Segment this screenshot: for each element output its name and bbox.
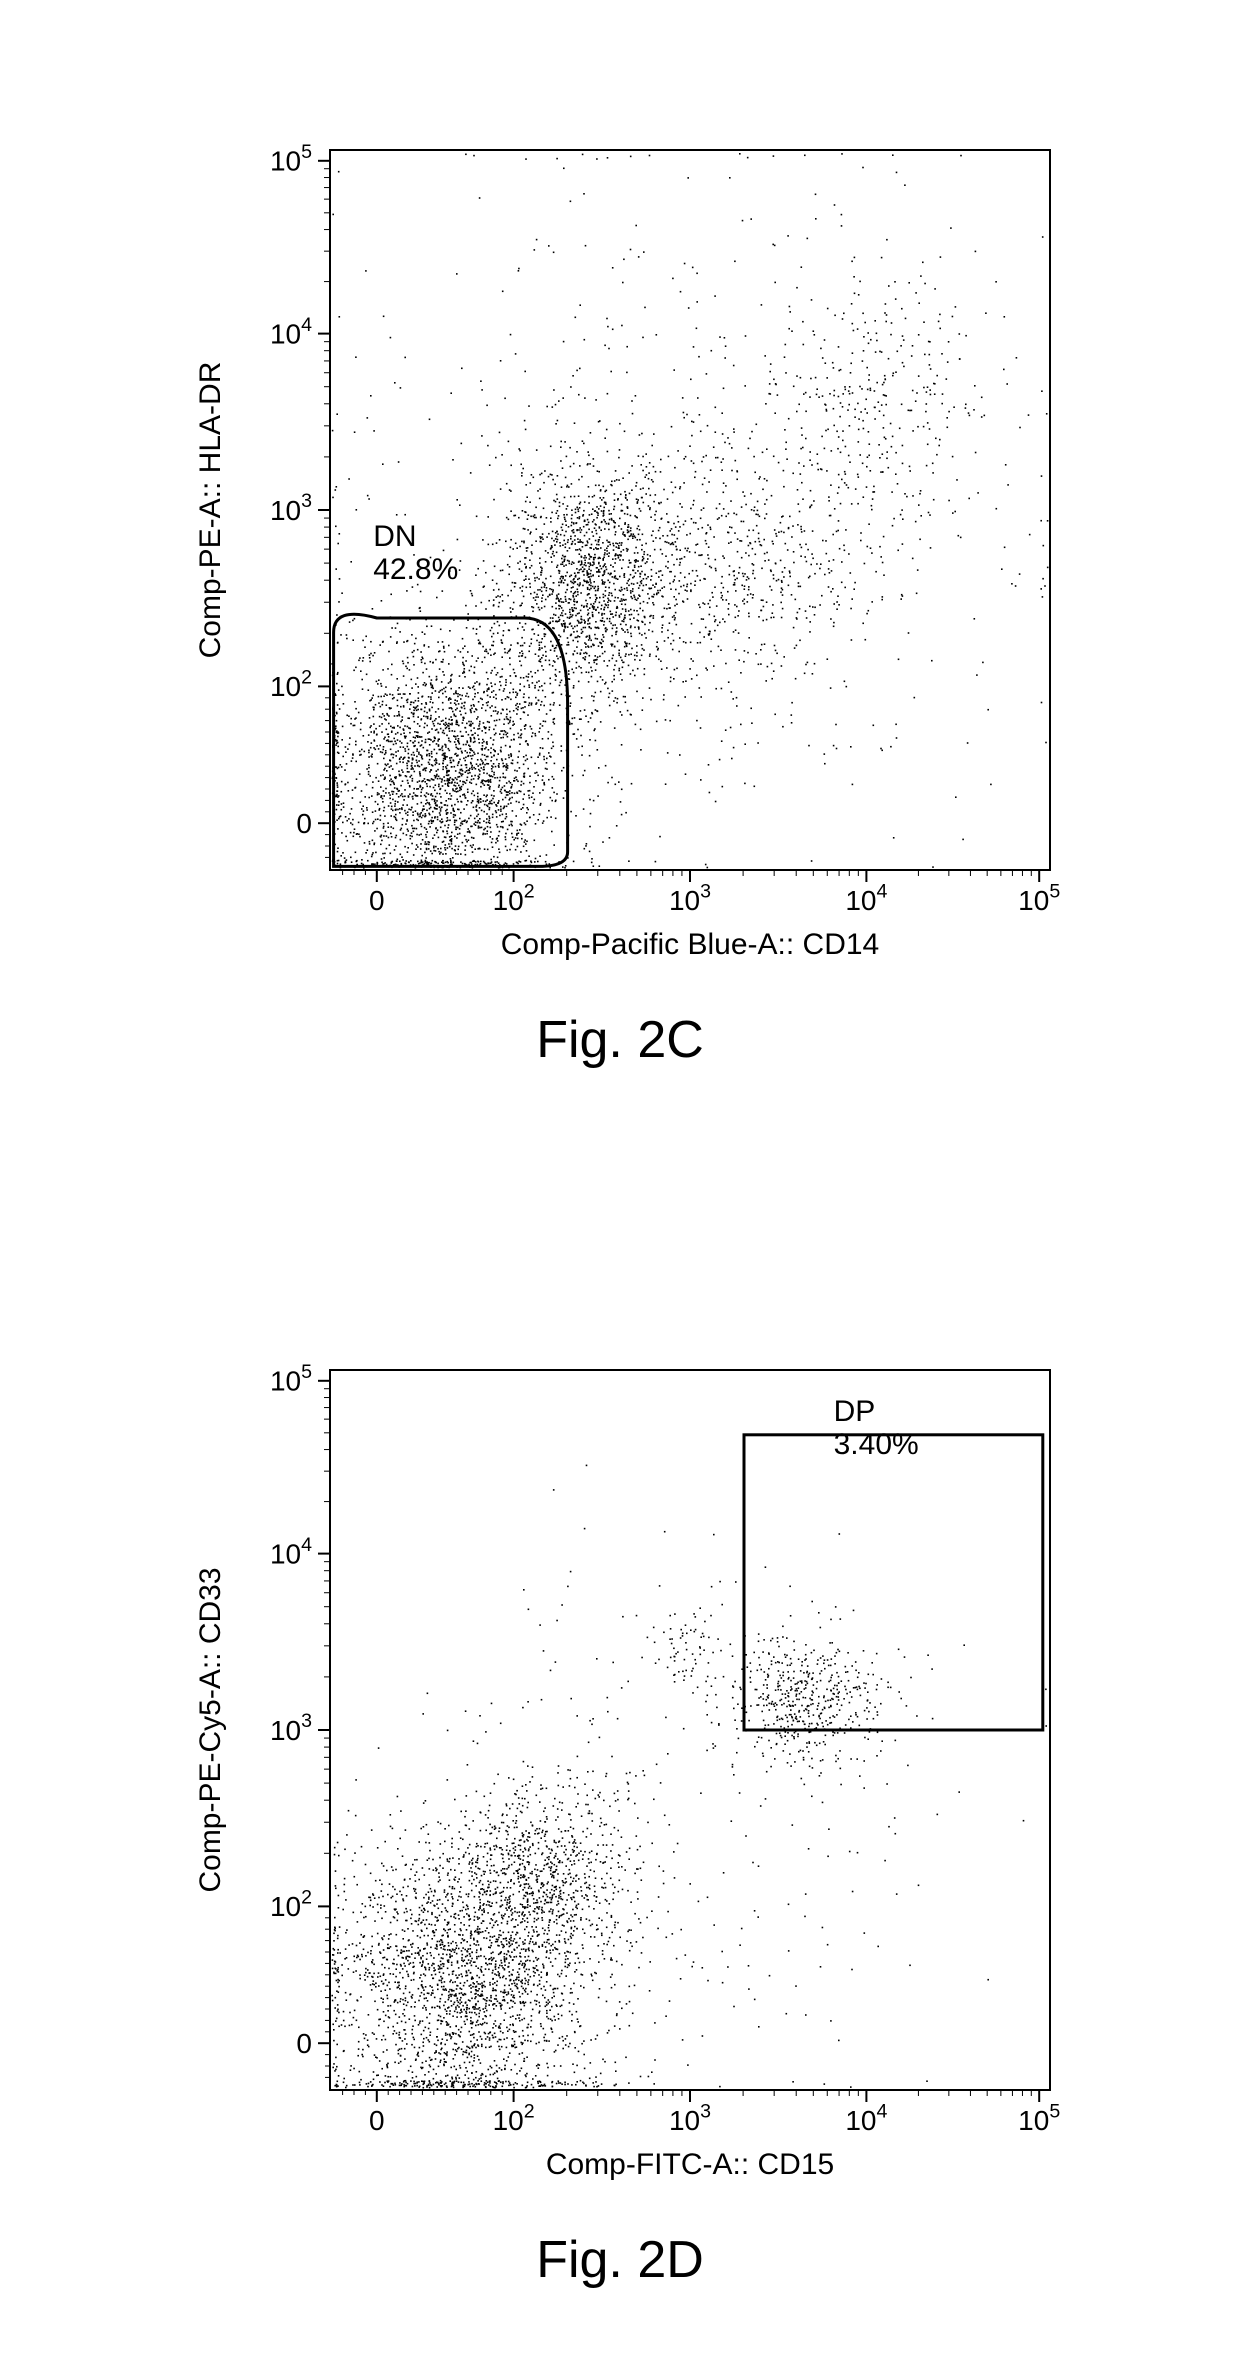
- figure-page: DN42.8%01021031041050102103104105Comp-Pa…: [0, 0, 1240, 2379]
- x-axis-label: Comp-Pacific Blue-A:: CD14: [501, 928, 879, 961]
- scatter-plot: DN42.8%01021031041050102103104105Comp-Pa…: [180, 130, 1160, 1020]
- gate-label-name: DN: [373, 520, 416, 553]
- caption-fig-2c: Fig. 2C: [0, 1010, 1240, 1070]
- gate-label-percent: 3.40%: [834, 1428, 919, 1461]
- x-axis-label: Comp-FITC-A:: CD15: [546, 2148, 834, 2181]
- gate-label-name: DP: [834, 1395, 876, 1428]
- gate-label-percent: 42.8%: [373, 553, 458, 586]
- scatter-plot: DP3.40%01021031041050102103104105Comp-FI…: [180, 1350, 1160, 2240]
- caption-fig-2d: Fig. 2D: [0, 2230, 1240, 2290]
- y-axis-label: Comp-PE-A:: HLA-DR: [194, 362, 227, 659]
- y-axis-label: Comp-PE-Cy5-A:: CD33: [194, 1567, 227, 1892]
